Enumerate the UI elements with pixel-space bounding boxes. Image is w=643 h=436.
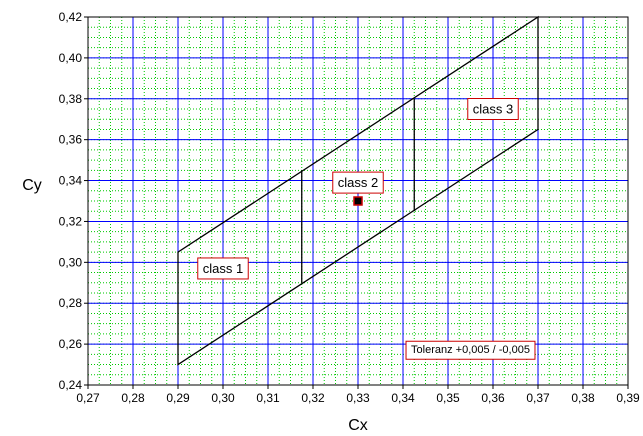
reference-point-marker	[353, 196, 363, 206]
annotations: class 1 class 2 class 3 Toleranz +0,005 / -…	[197, 98, 536, 360]
y-axis-title: Cy	[22, 177, 42, 194]
y-tick-label: 0,32	[59, 214, 83, 228]
y-tick-label: 0,34	[59, 174, 83, 188]
x-tick-label: 0,33	[346, 391, 370, 405]
annotation-label: class 3	[473, 102, 513, 117]
annotation-frame	[467, 98, 519, 120]
annotation-label: class 2	[338, 175, 378, 190]
tolerance-parallelogram	[177, 15, 539, 366]
y-tick-label: 0,28	[59, 296, 83, 310]
x-axis-title: Cx	[348, 417, 368, 434]
x-tick-label: 0,38	[571, 391, 595, 405]
y-tick-label: 0,42	[59, 10, 83, 24]
x-tick-label: 0,32	[301, 391, 325, 405]
annotation-box: class 3	[467, 98, 519, 120]
x-tick-label: 0,27	[76, 391, 100, 405]
y-axis-ticks: 0,24 0,26 0,28 0,30 0,32 0,34 0,36 0,38 0,40 0,42	[59, 10, 88, 392]
annotation-box: class 2	[332, 171, 384, 194]
y-tick-label: 0,40	[59, 51, 83, 65]
y-tick-label: 0,30	[59, 255, 83, 269]
annotation-label: class 1	[203, 261, 243, 276]
x-tick-label: 0,28	[121, 391, 145, 405]
x-tick-label: 0,36	[481, 391, 505, 405]
x-axis-ticks: 0,27 0,28 0,29 0,30 0,31 0,32 0,33 0,34 0,35 0,36…	[76, 385, 640, 405]
annotation-box: class 1	[197, 257, 249, 280]
x-tick-label: 0,29	[166, 391, 190, 405]
y-tick-label: 0,24	[59, 378, 83, 392]
x-tick-label: 0,30	[211, 391, 235, 405]
class-regions	[177, 15, 539, 366]
x-tick-label: 0,31	[256, 391, 280, 405]
x-tick-label: 0,35	[436, 391, 460, 405]
x-tick-label: 0,37	[526, 391, 550, 405]
annotation-frame	[405, 340, 536, 360]
annotation-frame	[197, 257, 249, 280]
annotation-label: Toleranz +0,005 / -0,005	[411, 344, 530, 356]
y-tick-label: 0,38	[59, 92, 83, 106]
y-tick-label: 0,26	[59, 337, 83, 351]
x-tick-label: 0,39	[616, 391, 640, 405]
y-tick-label: 0,36	[59, 133, 83, 147]
annotation-frame	[332, 171, 384, 194]
x-tick-label: 0,34	[391, 391, 415, 405]
annotation-box: Toleranz +0,005 / -0,005	[405, 340, 536, 360]
